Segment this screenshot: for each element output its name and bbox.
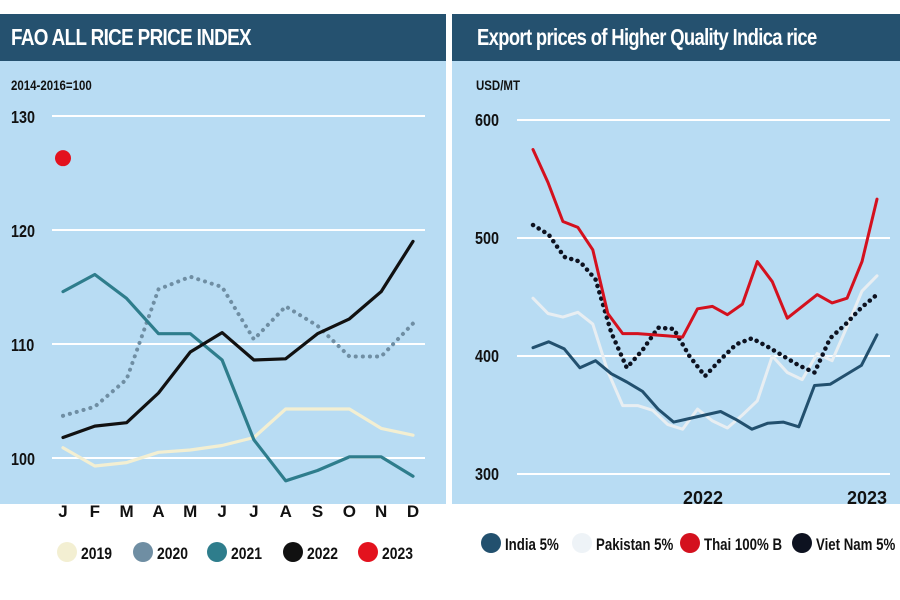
legend-label-india-5-: India 5%	[505, 536, 559, 555]
x-tick-label: J	[217, 502, 226, 521]
legend-swatch-2021	[207, 542, 227, 562]
y-tick-label: 600	[475, 111, 499, 131]
x-tick-label: J	[249, 502, 258, 521]
series-line-india-5-	[531, 333, 879, 431]
y-tick-label: 110	[11, 336, 34, 356]
x-tick-label: A	[280, 502, 292, 521]
panel-divider	[446, 14, 452, 504]
legend-swatch-india-5-	[481, 533, 501, 553]
legend-label-2022: 2022	[307, 545, 338, 564]
x-tick-label: 2022	[683, 488, 723, 508]
panel-fao-index: FAO ALL RICE PRICE INDEX	[0, 14, 446, 504]
y-tick-label: 400	[475, 347, 499, 367]
x-tick-label: M	[183, 502, 197, 521]
legend-swatch-pakistan-5-	[572, 533, 592, 553]
legend-label-pakistan-5-: Pakistan 5%	[596, 536, 674, 555]
x-tick-label: F	[90, 502, 100, 521]
x-tick-label: 2023	[847, 488, 887, 508]
x-tick-label: J	[58, 502, 67, 521]
y-unit-label: 2014-2016=100	[11, 77, 92, 93]
legend-label-2019: 2019	[81, 545, 112, 564]
legend-swatch-2023	[358, 542, 378, 562]
y-tick-label: 100	[11, 450, 35, 470]
series-line-viet-nam-5-	[530, 222, 880, 379]
legend-swatch-2020	[133, 542, 153, 562]
chart-title-left-text: FAO ALL RICE PRICE INDEX	[11, 24, 252, 50]
series-line-2022	[61, 239, 415, 440]
legend-label-2021: 2021	[231, 545, 262, 564]
series-line-2019	[61, 407, 415, 468]
right-chart: USD/MT 300 400 500 600 2022 2023 India 5% Pakist…	[475, 77, 896, 555]
legend-swatch-thai-100-b	[680, 533, 700, 553]
legend-label-2020: 2020	[157, 545, 188, 564]
data-point-2023	[55, 150, 71, 167]
legend-swatch-2022	[283, 542, 303, 562]
series-line-2021	[61, 272, 415, 483]
x-tick-label: A	[152, 502, 164, 521]
chart-title-left: FAO ALL RICE PRICE INDEX	[0, 14, 446, 61]
y-tick-label: 300	[475, 465, 499, 485]
legend-label-thai-100-b: Thai 100% B	[704, 536, 782, 555]
legend-label-2023: 2023	[382, 545, 413, 564]
legend-swatch-2019	[57, 542, 77, 562]
legend-swatch-viet-nam-5-	[792, 533, 812, 553]
x-tick-label: N	[375, 502, 387, 521]
y-tick-label: 130	[11, 108, 35, 128]
chart-title-right-text: Export prices of Higher Quality Indica r…	[477, 24, 817, 50]
legend-label-viet-nam-5-: Viet Nam 5%	[816, 536, 896, 555]
x-tick-label: M	[120, 502, 134, 521]
series-line-2020	[61, 274, 415, 418]
y-unit-label: USD/MT	[476, 77, 520, 93]
x-tick-label: D	[407, 502, 419, 521]
x-tick-label: S	[312, 502, 323, 521]
chart-title-right: Export prices of Higher Quality Indica r…	[452, 14, 900, 61]
x-tick-label: O	[343, 502, 356, 521]
y-tick-label: 120	[11, 222, 35, 242]
y-tick-label: 500	[475, 229, 499, 249]
series-line-thai-100-b	[531, 148, 879, 339]
